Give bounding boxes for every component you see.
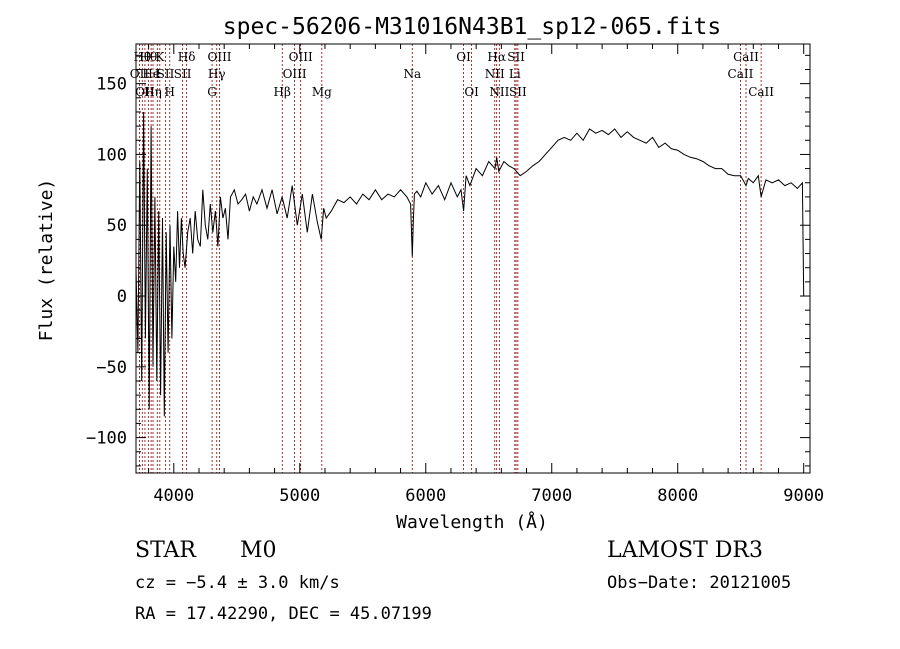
line-label: Hη	[144, 85, 162, 99]
survey-name: LAMOST DR3	[607, 538, 763, 563]
line-label: OII	[130, 67, 150, 81]
line-label: He	[142, 67, 160, 81]
x-tick-label: 4000	[153, 486, 194, 506]
line-label: NII	[489, 85, 509, 99]
line-label: K	[155, 50, 165, 64]
coordinates: RA = 17.42290, DEC = 45.07199	[135, 604, 432, 624]
redshift-velocity: cz = −5.4 ± 3.0 km/s	[135, 573, 340, 593]
x-axis-label: Wavelength (Å)	[396, 511, 548, 533]
line-label: OI	[464, 85, 479, 99]
flux-series-line	[135, 111, 805, 417]
plot-frame	[135, 43, 811, 474]
x-tick-label: 5000	[279, 486, 320, 506]
line-label: OI	[456, 50, 471, 64]
line-label: Na	[403, 67, 421, 81]
line-label: Mg	[312, 85, 332, 99]
line-label: SII	[174, 67, 192, 81]
line-label: SII	[509, 85, 527, 99]
line-label: OIII	[207, 50, 231, 64]
spectral-line-labels: OIIHθOIIHθHeHηIKSIIHHδSIIGHγOIIIHβOIIIOI…	[130, 50, 775, 99]
line-label: OIII	[289, 50, 313, 64]
line-label: Hθ	[139, 50, 157, 64]
line-label: Hα	[487, 50, 506, 64]
line-label: I	[155, 67, 160, 81]
x-tick-label: 9000	[783, 486, 824, 506]
line-label: CaII	[733, 50, 759, 64]
y-tick-label: −100	[86, 429, 127, 449]
axis-ticks	[136, 44, 810, 473]
line-label: OII	[135, 85, 155, 99]
line-label: Hγ	[208, 67, 226, 81]
x-tick-label: 8000	[657, 486, 698, 506]
line-label: CaII	[748, 85, 774, 99]
x-tick-label: 7000	[531, 486, 572, 506]
y-tick-label: 100	[96, 145, 127, 165]
chart-title: spec-56206-M31016N43B1_sp12-065.fits	[223, 14, 722, 40]
line-label: G	[207, 85, 217, 99]
observation-date: Obs−Date: 20121005	[607, 573, 792, 593]
axis-tick-labels: 4000 5000 6000 7000 8000 9000 150 100 50 0 −50 −100	[86, 75, 824, 506]
line-label: NII	[485, 67, 505, 81]
line-label: Hθ	[133, 50, 151, 64]
y-axis-label: Flux (relative)	[36, 179, 57, 342]
line-label: Hδ	[178, 50, 196, 64]
y-tick-label: 50	[107, 216, 127, 236]
object-subclass: M0	[240, 538, 277, 563]
line-label: CaII	[728, 67, 754, 81]
line-label: OIII	[283, 67, 307, 81]
line-label: H	[165, 85, 175, 99]
spectral-line-markers	[139, 44, 762, 473]
y-tick-label: 150	[96, 75, 127, 95]
y-tick-label: −50	[96, 358, 127, 378]
y-tick-label: 0	[117, 287, 127, 307]
line-label: SII	[157, 67, 175, 81]
line-label: SII	[507, 50, 525, 64]
x-tick-label: 6000	[405, 486, 446, 506]
line-label: Hβ	[274, 85, 291, 99]
object-class: STAR	[135, 538, 196, 563]
line-label: Li	[509, 67, 521, 81]
